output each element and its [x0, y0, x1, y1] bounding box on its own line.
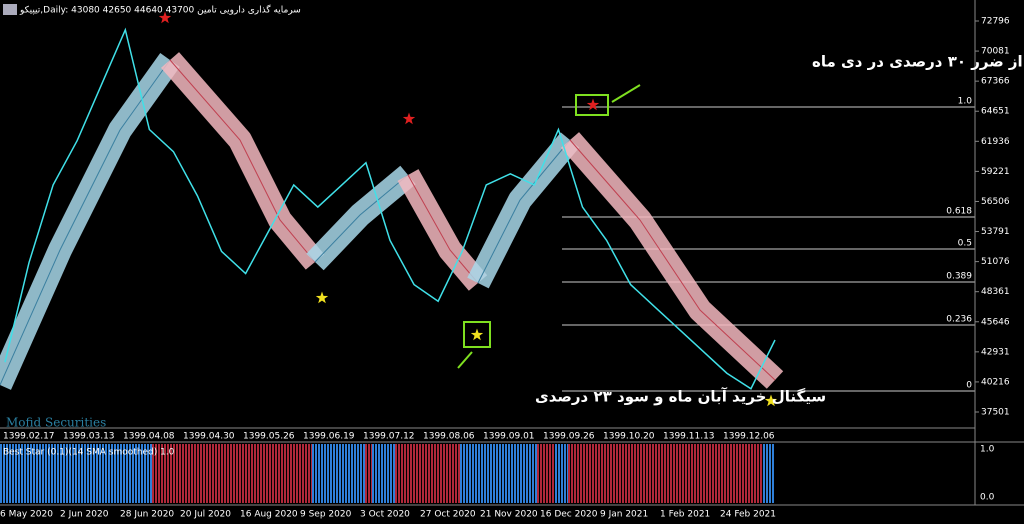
date-label: 1399.04.08 [123, 432, 175, 442]
indicator-axis-label: 0.0 [980, 493, 995, 503]
price-label: 37501 [981, 408, 1010, 418]
fib-label: 1.0 [958, 97, 973, 107]
ribbon-center [569, 139, 776, 381]
date-label: 3 Oct 2020 [360, 510, 410, 520]
arrow [457, 351, 473, 369]
ribbon-center [477, 139, 571, 284]
star [586, 98, 600, 111]
star [315, 291, 329, 304]
indicator-axis-label: 1.0 [980, 445, 995, 455]
price-label: 45646 [981, 317, 1010, 327]
ribbon-center [0, 59, 171, 386]
date-label: 20 Jul 2020 [180, 510, 231, 520]
price-label: 64651 [981, 107, 1010, 117]
date-label: 1399.11.13 [663, 432, 715, 442]
date-label: 1399.10.20 [603, 432, 655, 442]
indicator-label: Best Star (0.1)(14 SMA smoothed) 1.0 [3, 448, 175, 458]
date-label: 1399.09.26 [543, 432, 595, 442]
annotation: سیگنال خرید آبان ماه و سود ۲۳ درصدی [535, 388, 826, 406]
price-label: 42931 [981, 347, 1010, 357]
date-label: 21 Nov 2020 [480, 510, 538, 520]
price-label: 61936 [981, 137, 1010, 147]
date-label: 1399.08.06 [423, 432, 475, 442]
date-label: 27 Oct 2020 [420, 510, 476, 520]
arrow [611, 84, 641, 103]
annotation: جلوگیری از ضرر ۳۰ درصدی در دی ماه [812, 53, 1024, 71]
star [402, 112, 416, 125]
date-label: 1399.06.19 [303, 432, 355, 442]
date-label: 6 May 2020 [0, 510, 53, 520]
ribbon-center [314, 174, 409, 263]
fib-label: 0.236 [946, 315, 972, 325]
fib-label: 0 [966, 381, 972, 391]
ribbon-center [407, 174, 479, 284]
star [764, 394, 778, 407]
highlight-box [463, 321, 491, 348]
price-label: 70081 [981, 47, 1010, 57]
date-label: 1399.04.30 [183, 432, 235, 442]
ribbon-center [169, 59, 316, 263]
layer: 1.0 0.618 0.5 0.389 0.236 0 72796 70081 67366 646… [0, 11, 1010, 520]
star [158, 11, 172, 24]
price-label: 59221 [981, 167, 1010, 177]
icon [3, 4, 17, 15]
date-label: 16 Aug 2020 [240, 510, 298, 520]
price-label: 53791 [981, 227, 1010, 237]
highlight-box [575, 94, 609, 116]
price-line [4, 27, 776, 390]
date-label: 1399.02.17 [3, 432, 55, 442]
date-label: 28 Jun 2020 [120, 510, 174, 520]
watermark: Mofid Securities [6, 416, 106, 430]
date-label: 1399.12.06 [723, 432, 775, 442]
date-label: 1399.07.12 [363, 432, 415, 442]
star [470, 328, 484, 341]
price-label: 56506 [981, 197, 1010, 207]
date-label: 16 Dec 2020 [540, 510, 598, 520]
date-label: 1399.09.01 [483, 432, 535, 442]
fib-label: 0.618 [946, 207, 972, 217]
price-label: 67366 [981, 77, 1010, 87]
price-label: 40216 [981, 377, 1010, 387]
price-label: 72796 [981, 17, 1010, 27]
fib-label: 0.389 [946, 272, 972, 282]
date-label: 2 Jun 2020 [60, 510, 109, 520]
date-label: 1399.03.13 [63, 432, 115, 442]
date-label: 1399.05.26 [243, 432, 295, 442]
date-label: 1 Feb 2021 [660, 510, 710, 520]
date-label: 24 Feb 2021 [720, 510, 776, 520]
price-label: 48361 [981, 287, 1010, 297]
fib-label: 0.5 [958, 239, 972, 249]
price-label: 51076 [981, 257, 1010, 267]
date-label: 9 Sep 2020 [300, 510, 352, 520]
date-label: 9 Jan 2021 [600, 510, 648, 520]
header-title: تیپیکو,Daily: 43080 42650 44640 43700 سر… [19, 4, 301, 16]
